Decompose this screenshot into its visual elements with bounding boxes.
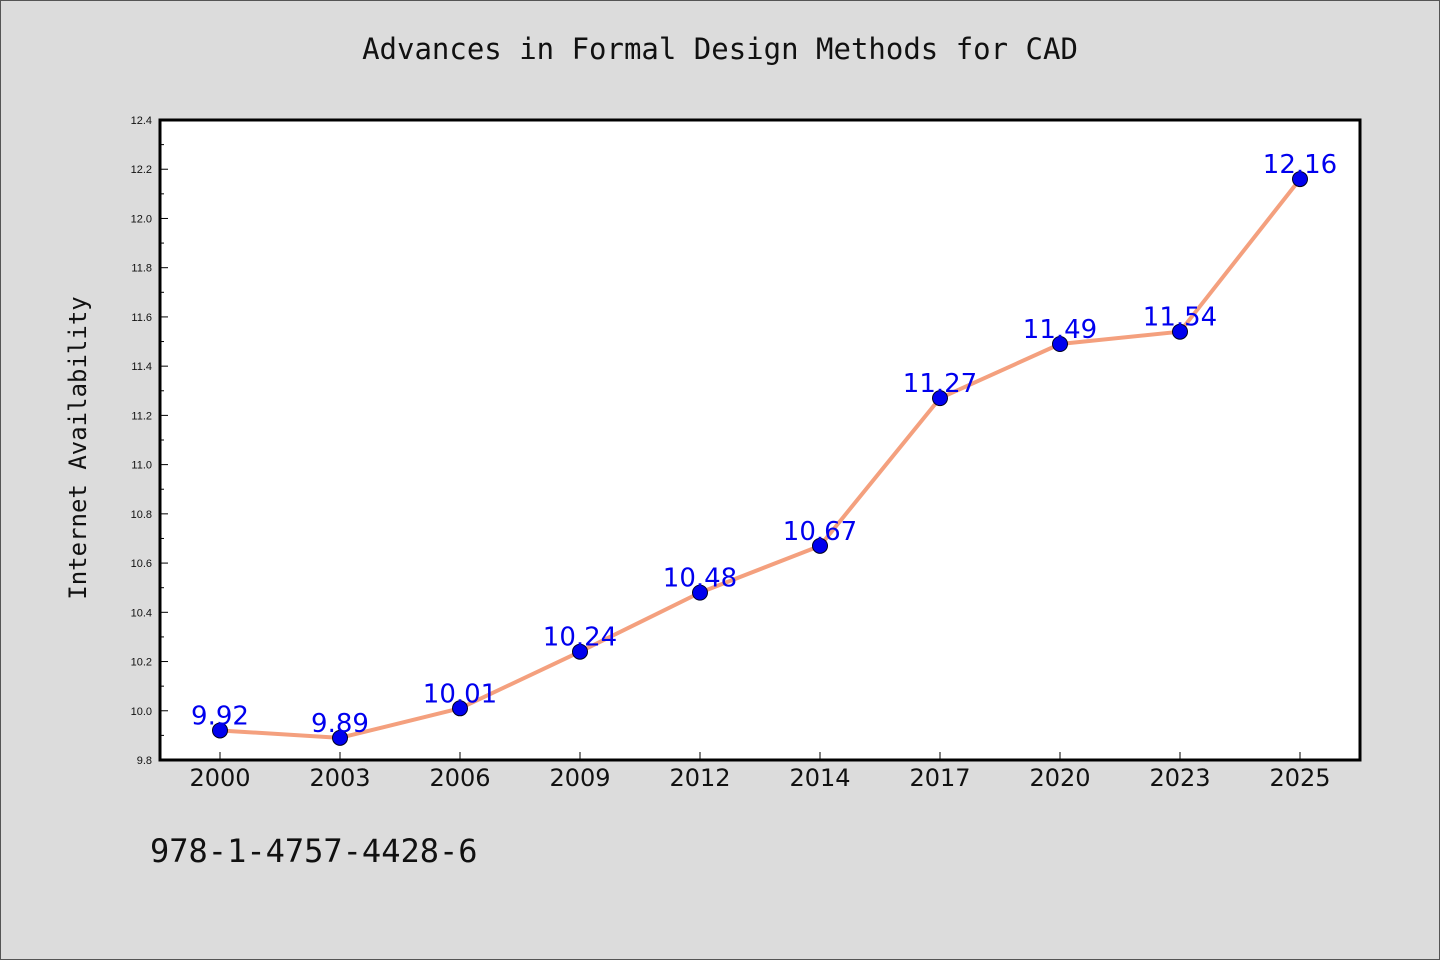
x-tick-label: 2012 (669, 764, 730, 792)
x-tick-label: 2023 (1149, 764, 1210, 792)
y-tick-label: 10.6 (131, 558, 152, 570)
x-tick-label: 2009 (549, 764, 610, 792)
x-tick-label: 2017 (909, 764, 970, 792)
chart-title: Advances in Formal Design Methods for CA… (362, 32, 1078, 66)
data-point (692, 584, 708, 601)
x-tick-label: 2020 (1029, 764, 1090, 792)
y-axis-label: Internet Availability (64, 296, 92, 599)
y-tick-label: 11.8 (131, 263, 152, 275)
y-tick-label: 11.0 (131, 460, 152, 472)
data-label: 10.01 (423, 679, 497, 709)
data-label: 10.24 (543, 623, 617, 653)
x-tick-label: 2003 (309, 764, 370, 792)
y-tick-label: 12.4 (131, 115, 152, 127)
data-label: 10.67 (783, 517, 857, 547)
data-point (932, 390, 948, 407)
data-point (1052, 336, 1068, 352)
data-label: 11.27 (903, 369, 977, 399)
y-tick-label: 11.6 (131, 312, 152, 324)
data-point (1172, 323, 1188, 340)
y-tick-label: 10.0 (131, 706, 152, 718)
y-axis: 9.8 10.0 10.2 10.4 10.6 10.8 11.0 11.2 11.4 11.6 1… (131, 115, 168, 767)
y-tick-label: 11.4 (131, 361, 152, 373)
data-label: 9.92 (191, 701, 249, 731)
y-tick-label: 12.2 (131, 164, 152, 176)
y-tick-label: 12.0 (131, 213, 152, 225)
data-point (572, 643, 588, 660)
data-labels: 9.92 9.89 10.01 10.24 10.48 10.67 11.27 11.49 11… (191, 150, 1337, 739)
y-tick-label: 10.8 (131, 509, 152, 521)
x-tick-label: 2000 (189, 764, 250, 792)
x-tick-label: 2025 (1269, 764, 1330, 792)
y-tick-label: 10.2 (131, 657, 152, 669)
data-label: 10.48 (663, 564, 737, 594)
data-markers (212, 171, 1308, 746)
data-point (1292, 171, 1308, 188)
y-tick-label: 10.4 (131, 607, 152, 619)
y-tick-label: 11.2 (131, 410, 152, 422)
x-tick-label: 2006 (429, 764, 490, 792)
data-point (812, 537, 828, 554)
isbn-text: 978-1-4757-4428-6 (150, 832, 478, 870)
data-label: 12.16 (1263, 150, 1337, 180)
series-line (219, 177, 1302, 740)
data-point (452, 700, 468, 717)
data-label: 11.49 (1023, 315, 1097, 345)
data-point (212, 722, 228, 739)
data-label: 9.89 (311, 709, 369, 739)
plot-area (158, 118, 1362, 762)
data-point (332, 729, 348, 746)
y-tick-label: 9.8 (137, 755, 152, 767)
x-axis: 2000 2003 2006 2009 2012 2014 2017 2020 2023 2025 (189, 752, 1331, 792)
data-label: 11.54 (1143, 303, 1217, 333)
x-tick-label: 2014 (789, 764, 850, 792)
